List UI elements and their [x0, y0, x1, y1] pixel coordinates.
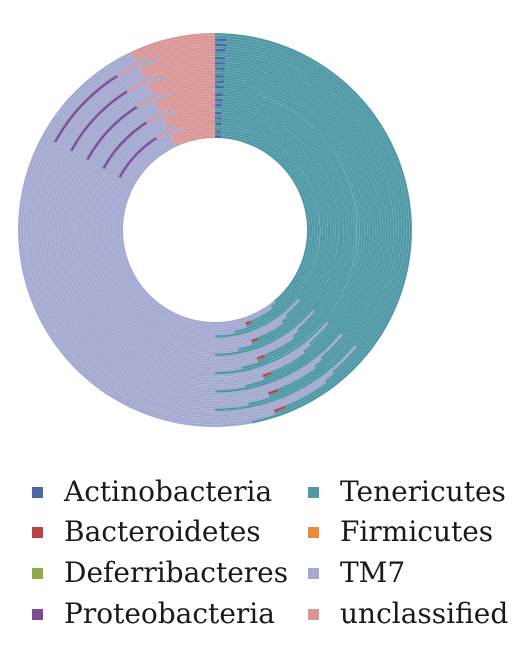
ring-24-segment-tm7[interactable]: [59, 89, 264, 386]
ring-31-segment-actinobacteria[interactable]: [214, 56, 227, 60]
legend-swatch-bacteroidetes: [32, 526, 43, 538]
ring-19-segment-tm7[interactable]: [73, 101, 242, 372]
ring-39-segment-unclassified[interactable]: [132, 35, 216, 57]
ring-24-segment-unclassified[interactable]: [148, 74, 216, 93]
legend-swatch-unclassified: [308, 608, 319, 620]
legend-item-firmicutes[interactable]: Firmicutes: [308, 518, 493, 546]
legend-swatch-proteobacteria: [32, 608, 43, 620]
ring-5-segment-unclassified[interactable]: [170, 124, 216, 138]
ring-1-segment-unclassified[interactable]: [179, 135, 216, 145]
legend-swatch-firmicutes: [308, 526, 319, 538]
ring-22-segment-actinobacteria[interactable]: [214, 80, 225, 84]
legend-label-tenericutes: Tenericutes: [340, 475, 506, 508]
ring-1-segment-tm7[interactable]: [120, 141, 276, 325]
ring-13-segment-unclassified[interactable]: [175, 103, 216, 113]
legend-label-bacteroidetes: Bacteroidetes: [64, 515, 261, 548]
ring-7-segment-unclassified[interactable]: [155, 119, 216, 140]
ring-20-segment-actinobacteria[interactable]: [214, 85, 225, 89]
donut-chart: [17, 32, 413, 428]
legend-item-tenericutes[interactable]: Tenericutes: [308, 478, 506, 506]
ring-3-segment-actinobacteria[interactable]: [214, 129, 222, 134]
legend-swatch-actinobacteria: [32, 486, 43, 498]
ring-37-segment-unclassified[interactable]: [134, 40, 216, 62]
ring-29-segment-actinobacteria[interactable]: [214, 61, 226, 65]
legend-label-proteobacteria: Proteobacteria: [64, 597, 275, 630]
ring-8-segment-tm7[interactable]: [101, 124, 288, 344]
ring-2-segment-tm7[interactable]: [117, 141, 273, 328]
legend-swatch-tm7: [308, 567, 319, 579]
ring-23-segment-unclassified[interactable]: [149, 77, 216, 95]
ring-19-segment-unclassified[interactable]: [154, 87, 216, 105]
legend-label-tm7: TM7: [340, 556, 406, 589]
ring-24-segment-actinobacteria[interactable]: [214, 74, 225, 79]
legend-label-actinobacteria: Actinobacteria: [64, 475, 273, 508]
ring-17-segment-actinobacteria[interactable]: [214, 93, 224, 97]
ring-17-segment-tm7[interactable]: [78, 106, 258, 367]
ring-36-segment-actinobacteria[interactable]: [214, 43, 227, 47]
ring-32-segment-unclassified[interactable]: [139, 53, 216, 74]
ring-38-segment-unclassified[interactable]: [133, 38, 216, 60]
ring-12-segment-tenericutes[interactable]: [214, 106, 339, 352]
legend-item-deferribacteres[interactable]: Deferribacteres: [32, 559, 288, 587]
ring-10-segment-tenericutes[interactable]: [222, 111, 334, 341]
ring-27-segment-unclassified[interactable]: [164, 66, 216, 78]
ring-19-segment-tenericutes[interactable]: [214, 87, 357, 370]
ring-31-segment-unclassified[interactable]: [140, 56, 216, 76]
legend-item-actinobacteria[interactable]: Actinobacteria: [32, 478, 272, 506]
ring-21-segment-unclassified[interactable]: [135, 82, 216, 109]
ring-38-segment-tm7[interactable]: [23, 56, 275, 422]
ring-25-segment-unclassified[interactable]: [147, 72, 216, 90]
ring-15-segment-actinobacteria[interactable]: [214, 98, 224, 102]
ring-7-segment-tm7[interactable]: [104, 176, 301, 341]
ring-8-segment-actinobacteria[interactable]: [214, 116, 223, 120]
ring-34-segment-actinobacteria[interactable]: [214, 48, 227, 52]
ring-14-segment-unclassified[interactable]: [145, 101, 216, 124]
legend-label-deferribacteres: Deferribacteres: [64, 556, 289, 589]
ring-8-segment-unclassified[interactable]: [173, 116, 216, 128]
legend-swatch-deferribacteres: [32, 567, 43, 579]
ring-17-segment-unclassified[interactable]: [156, 93, 216, 109]
legend-item-proteobacteria[interactable]: Proteobacteria: [32, 600, 275, 628]
legend-item-unclassified[interactable]: unclassified: [308, 600, 508, 628]
ring-38-segment-actinobacteria[interactable]: [214, 38, 228, 42]
ring-27-segment-tm7[interactable]: [52, 74, 216, 394]
legend-label-unclassified: unclassified: [340, 597, 509, 630]
ring-36-segment-unclassified[interactable]: [146, 43, 216, 60]
ring-30-segment-tm7[interactable]: [44, 75, 316, 401]
legend-label-firmicutes: Firmicutes: [340, 515, 494, 548]
ring-20-segment-unclassified[interactable]: [170, 85, 216, 96]
ring-35-segment-unclassified[interactable]: [116, 45, 216, 78]
legend-item-tm7[interactable]: TM7: [308, 559, 405, 587]
ring-35-segment-tm7[interactable]: [31, 141, 357, 414]
legend-swatch-tenericutes: [308, 486, 319, 498]
ring-30-segment-unclassified[interactable]: [142, 59, 216, 79]
ring-33-segment-unclassified[interactable]: [138, 51, 216, 71]
ring-27-segment-actinobacteria[interactable]: [214, 66, 226, 71]
ring-6-segment-unclassified[interactable]: [181, 122, 216, 131]
ring-26-segment-unclassified[interactable]: [146, 69, 216, 88]
legend-item-bacteroidetes[interactable]: Bacteroidetes: [32, 518, 261, 546]
ring-12-segment-unclassified[interactable]: [162, 106, 216, 121]
ring-18-segment-unclassified[interactable]: [155, 90, 216, 107]
ring-6-segment-actinobacteria[interactable]: [214, 122, 222, 126]
ring-22-segment-unclassified[interactable]: [159, 80, 216, 94]
ring-10-segment-actinobacteria[interactable]: [214, 111, 223, 115]
ring-23-segment-tm7[interactable]: [62, 91, 305, 383]
ring-40-segment-unclassified[interactable]: [130, 32, 216, 55]
ring-1-segment-actinobacteria[interactable]: [214, 135, 222, 139]
ring-16-segment-unclassified[interactable]: [157, 95, 216, 112]
ring-13-segment-actinobacteria[interactable]: [214, 103, 224, 107]
